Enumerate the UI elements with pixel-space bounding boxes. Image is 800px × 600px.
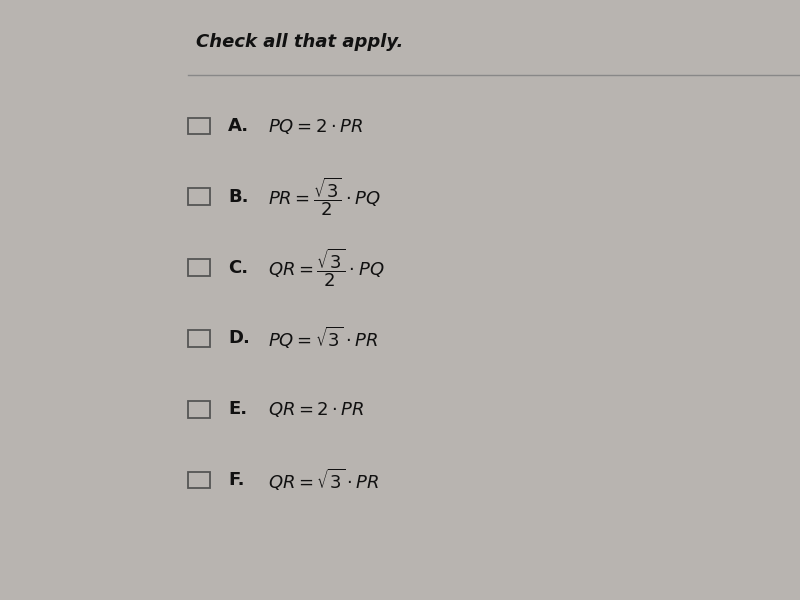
Text: C.: C. (228, 259, 248, 277)
Text: D.: D. (228, 329, 250, 347)
Bar (188, 188, 210, 205)
Text: $QR = \dfrac{\sqrt{3}}{2} \cdot PQ$: $QR = \dfrac{\sqrt{3}}{2} \cdot PQ$ (268, 246, 385, 289)
Bar (188, 472, 210, 488)
Text: B.: B. (228, 188, 249, 206)
Text: $QR = 2 \cdot PR$: $QR = 2 \cdot PR$ (268, 400, 365, 419)
Bar (188, 330, 210, 347)
Bar (188, 401, 210, 418)
Text: A.: A. (228, 117, 249, 135)
Text: $PR = \dfrac{\sqrt{3}}{2} \cdot PQ$: $PR = \dfrac{\sqrt{3}}{2} \cdot PQ$ (268, 175, 381, 218)
Text: $QR = \sqrt{3} \cdot PR$: $QR = \sqrt{3} \cdot PR$ (268, 467, 379, 493)
Text: F.: F. (228, 471, 245, 489)
Text: $PQ = \sqrt{3} \cdot PR$: $PQ = \sqrt{3} \cdot PR$ (268, 325, 378, 352)
Text: E.: E. (228, 400, 247, 418)
Text: Check all that apply.: Check all that apply. (196, 33, 403, 51)
Bar (188, 259, 210, 276)
Bar (188, 118, 210, 134)
Text: $PQ = 2 \cdot PR$: $PQ = 2 \cdot PR$ (268, 116, 363, 136)
